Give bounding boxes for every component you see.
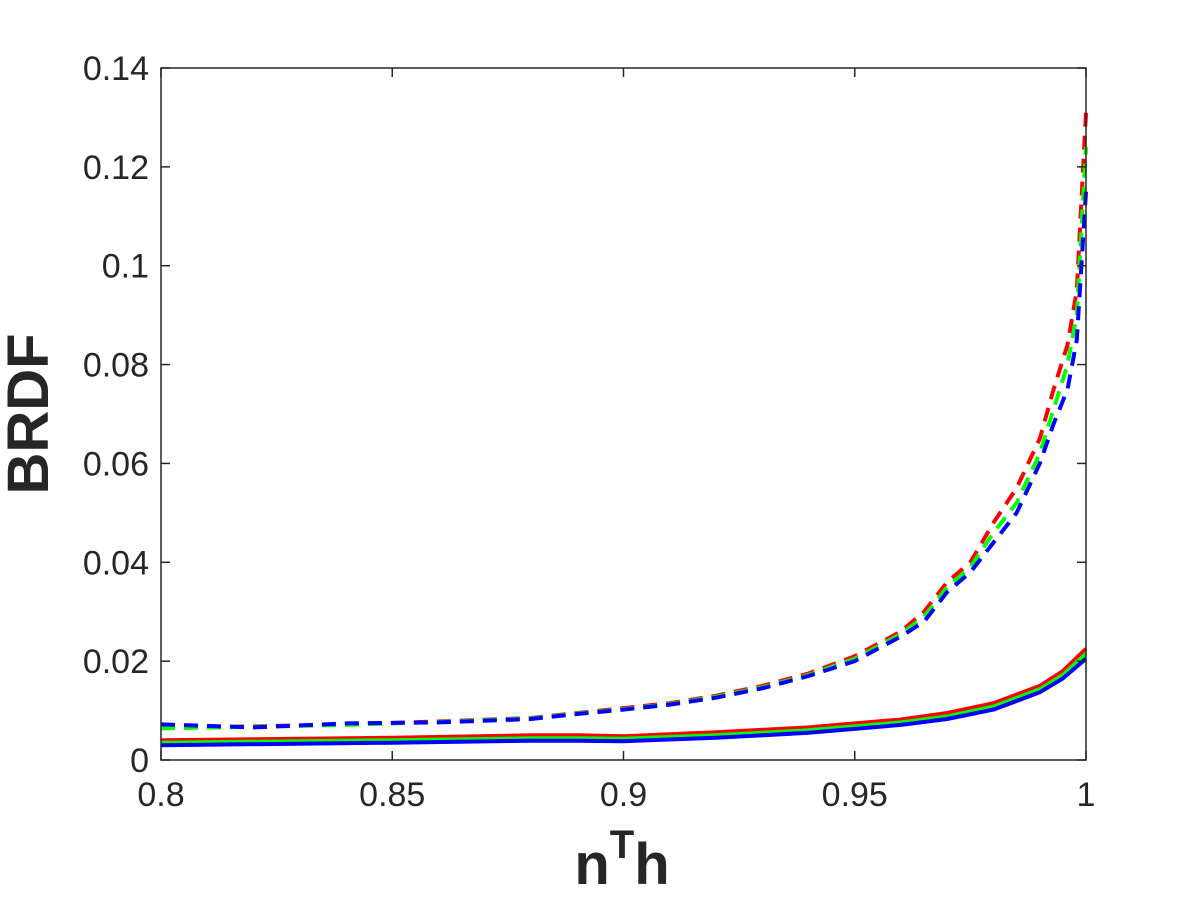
y-tick-label: 0.04 [83, 544, 149, 582]
series-layer [160, 112, 1088, 748]
y-tick-label: 0 [130, 742, 149, 780]
x-axis-label-base: n [574, 832, 609, 897]
x-tick-label: 0.9 [600, 776, 647, 814]
y-tick-label: 0.14 [83, 50, 149, 88]
series-line-solid-5 [160, 657, 1088, 748]
x-tick-label: 1 [1077, 776, 1096, 814]
x-tick-labels: 0.8 0.85 0.9 0.95 1 [137, 776, 1095, 814]
axis-ticks [160, 67, 1087, 761]
y-axis-label: BRDF [0, 333, 61, 494]
series-line-dashed-0 [160, 112, 1088, 730]
y-tick-label: 0.06 [83, 445, 149, 483]
series-line-dashed-2 [160, 191, 1088, 730]
y-tick-label: 0.08 [83, 347, 149, 385]
plot-area-frame [160, 67, 1087, 761]
x-axis-label: nTh [574, 823, 669, 897]
y-tick-label: 0.12 [83, 149, 149, 187]
series-line-solid-3 [160, 647, 1088, 743]
x-tick-label: 0.85 [359, 776, 425, 814]
y-tick-label: 0.02 [83, 643, 149, 681]
series-line-dashed-1 [160, 146, 1088, 731]
y-tick-label: 0.1 [102, 248, 149, 286]
x-tick-label: 0.95 [822, 776, 888, 814]
x-axis-label-superscript: T [610, 823, 634, 867]
y-tick-labels: 0 0.02 0.04 0.06 0.08 0.1 0.12 0.14 [83, 50, 149, 780]
x-tick-label: 0.8 [137, 776, 184, 814]
x-axis-label-tail: h [634, 832, 669, 897]
series-line-solid-4 [160, 652, 1088, 745]
